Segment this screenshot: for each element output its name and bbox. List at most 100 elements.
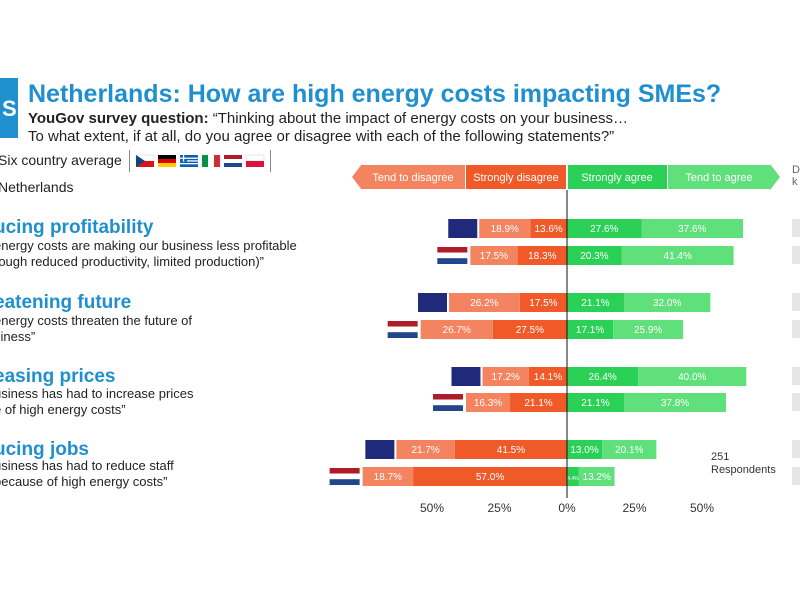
- label-strongly-agree: 20.3%: [580, 251, 608, 262]
- flag-red-stripe: [437, 247, 468, 253]
- label-tend-agree: 37.6%: [678, 224, 706, 235]
- country-flags: [129, 150, 271, 172]
- bar-strongly-agree: [567, 440, 603, 459]
- label-strongly-disagree: 41.5%: [497, 445, 525, 456]
- bar-strongly-disagree: [528, 367, 567, 386]
- flags-svg: [135, 154, 265, 167]
- label-strongly-disagree: 21.1%: [524, 398, 552, 409]
- bar-tend-disagree: [466, 393, 511, 412]
- dont-know-cell: [792, 367, 800, 385]
- dont-know-cell: [792, 467, 800, 485]
- bar-tend-disagree: [482, 367, 529, 386]
- german-flag-icon: [158, 155, 176, 167]
- label-tend-disagree: 26.2%: [470, 298, 498, 309]
- label-tend-agree: 25.9%: [634, 325, 662, 336]
- netherlands-flag-icon: [329, 468, 360, 485]
- respondents-note: 251 Respondents: [711, 451, 776, 477]
- flag-blue-stripe: [433, 405, 464, 411]
- netherlands-flag-icon: [437, 247, 468, 264]
- label-tend-agree: 13.2%: [583, 472, 611, 483]
- statement-title-3: easing prices: [0, 366, 116, 387]
- label-tend-disagree: 17.2%: [492, 372, 520, 383]
- bar-strongly-agree: [567, 219, 642, 238]
- statement-1-line-2: rough reduced productivity, limited prod…: [0, 254, 265, 269]
- label-tend-disagree: 21.7%: [411, 445, 439, 456]
- bar-strongly-disagree: [530, 219, 567, 238]
- bar-tend-disagree: [479, 219, 531, 238]
- strongly-agree-header: Strongly agree: [581, 172, 653, 184]
- greek-flag-icon: [180, 155, 198, 167]
- bar-tend-disagree: [470, 246, 518, 265]
- strongly-disagree-header: Strongly disagree: [473, 172, 559, 184]
- question-label: YouGov survey question:: [28, 110, 209, 127]
- x-tick-label: 25%: [487, 501, 511, 515]
- dont-know-cell: [792, 320, 800, 338]
- x-tick-label: 25%: [622, 501, 646, 515]
- statement-title-1: ucing profitability: [0, 217, 154, 238]
- bar-strongly-agree: [567, 320, 614, 339]
- six-country-marker: [418, 293, 448, 312]
- netherlands-flag-icon: [387, 321, 418, 338]
- label-strongly-disagree: 18.3%: [528, 251, 556, 262]
- bar-strongly-disagree: [517, 246, 567, 265]
- italian-flag-icon: [202, 155, 220, 167]
- strongly-agree-header-box: [568, 165, 667, 189]
- bar-tend-agree: [613, 320, 684, 339]
- six-country-marker: [448, 219, 478, 238]
- label-tend-agree: 32.0%: [653, 298, 681, 309]
- bar-tend-agree: [578, 467, 615, 486]
- flag-white-stripe: [433, 399, 464, 406]
- czech-flag-icon: [135, 154, 155, 167]
- statement-title-2: eatening future: [0, 292, 132, 313]
- label-strongly-agree: 26.4%: [588, 372, 616, 383]
- survey-question: YouGov survey question: “Thinking about …: [28, 110, 628, 146]
- statement-text-1: energy costs are making our business les…: [0, 238, 297, 270]
- tend-disagree-header: Tend to disagree: [372, 172, 453, 184]
- dont-know-cell: [792, 440, 800, 458]
- tend-disagree-header-box: [362, 165, 465, 189]
- bar-strongly-disagree: [454, 440, 567, 459]
- bar-strongly-disagree: [519, 293, 567, 312]
- question-line-1: “Thinking about the impact of energy cos…: [212, 110, 628, 127]
- label-strongly-disagree: 57.0%: [476, 472, 504, 483]
- statement-2-line-2: siness”: [0, 329, 36, 344]
- label-strongly-agree: 13.0%: [570, 445, 598, 456]
- label-strongly-agree: 27.6%: [590, 224, 618, 235]
- polish-flag-icon: [245, 154, 265, 167]
- bar-tend-agree: [623, 393, 727, 412]
- strongly-disagree-header-box: [466, 165, 566, 189]
- label-tend-disagree: 17.5%: [480, 251, 508, 262]
- bar-strongly-disagree: [492, 320, 567, 339]
- flag-red-stripe: [329, 468, 360, 474]
- bar-tend-agree: [621, 246, 734, 265]
- tend-agree-header-box: [668, 165, 770, 189]
- bar-tend-agree: [602, 440, 657, 459]
- netherlands-flag-icon: [433, 394, 464, 411]
- label-strongly-agree: 21.1%: [581, 298, 609, 309]
- statement-text-3: usiness has had to increase prices e of …: [0, 386, 193, 418]
- label-strongly-disagree: 13.6%: [534, 224, 562, 235]
- x-tick-label: 50%: [420, 501, 444, 515]
- bar-tend-disagree: [420, 320, 493, 339]
- x-tick-label: 0%: [558, 501, 576, 515]
- statement-3-line-2: e of high energy costs”: [0, 402, 126, 417]
- disagree-arrow-head: [352, 164, 362, 190]
- label-strongly-agree: 21.1%: [581, 398, 609, 409]
- flag-white-stripe: [387, 326, 418, 333]
- label-tend-disagree: 26.7%: [443, 325, 471, 336]
- flag-white-stripe: [329, 473, 360, 480]
- bar-strongly-agree: [567, 393, 624, 412]
- statement-2-line-1: energy costs threaten the future of: [0, 313, 193, 328]
- bar-strongly-agree: [567, 367, 639, 386]
- bar-strongly-agree: [567, 246, 622, 265]
- bar-tend-disagree: [362, 467, 414, 486]
- statement-text-4: usiness has had to reduce staff because …: [0, 458, 174, 490]
- bar-tend-disagree: [449, 293, 520, 312]
- six-country-marker: [365, 440, 395, 459]
- statement-4-line-2: because of high energy costs”: [0, 474, 168, 489]
- bar-tend-agree: [641, 219, 744, 238]
- page-title: Netherlands: How are high energy costs i…: [28, 80, 722, 108]
- bar-strongly-agree: [567, 293, 624, 312]
- label-tend-agree: 37.8%: [661, 398, 689, 409]
- label-tend-disagree: 18.9%: [491, 224, 519, 235]
